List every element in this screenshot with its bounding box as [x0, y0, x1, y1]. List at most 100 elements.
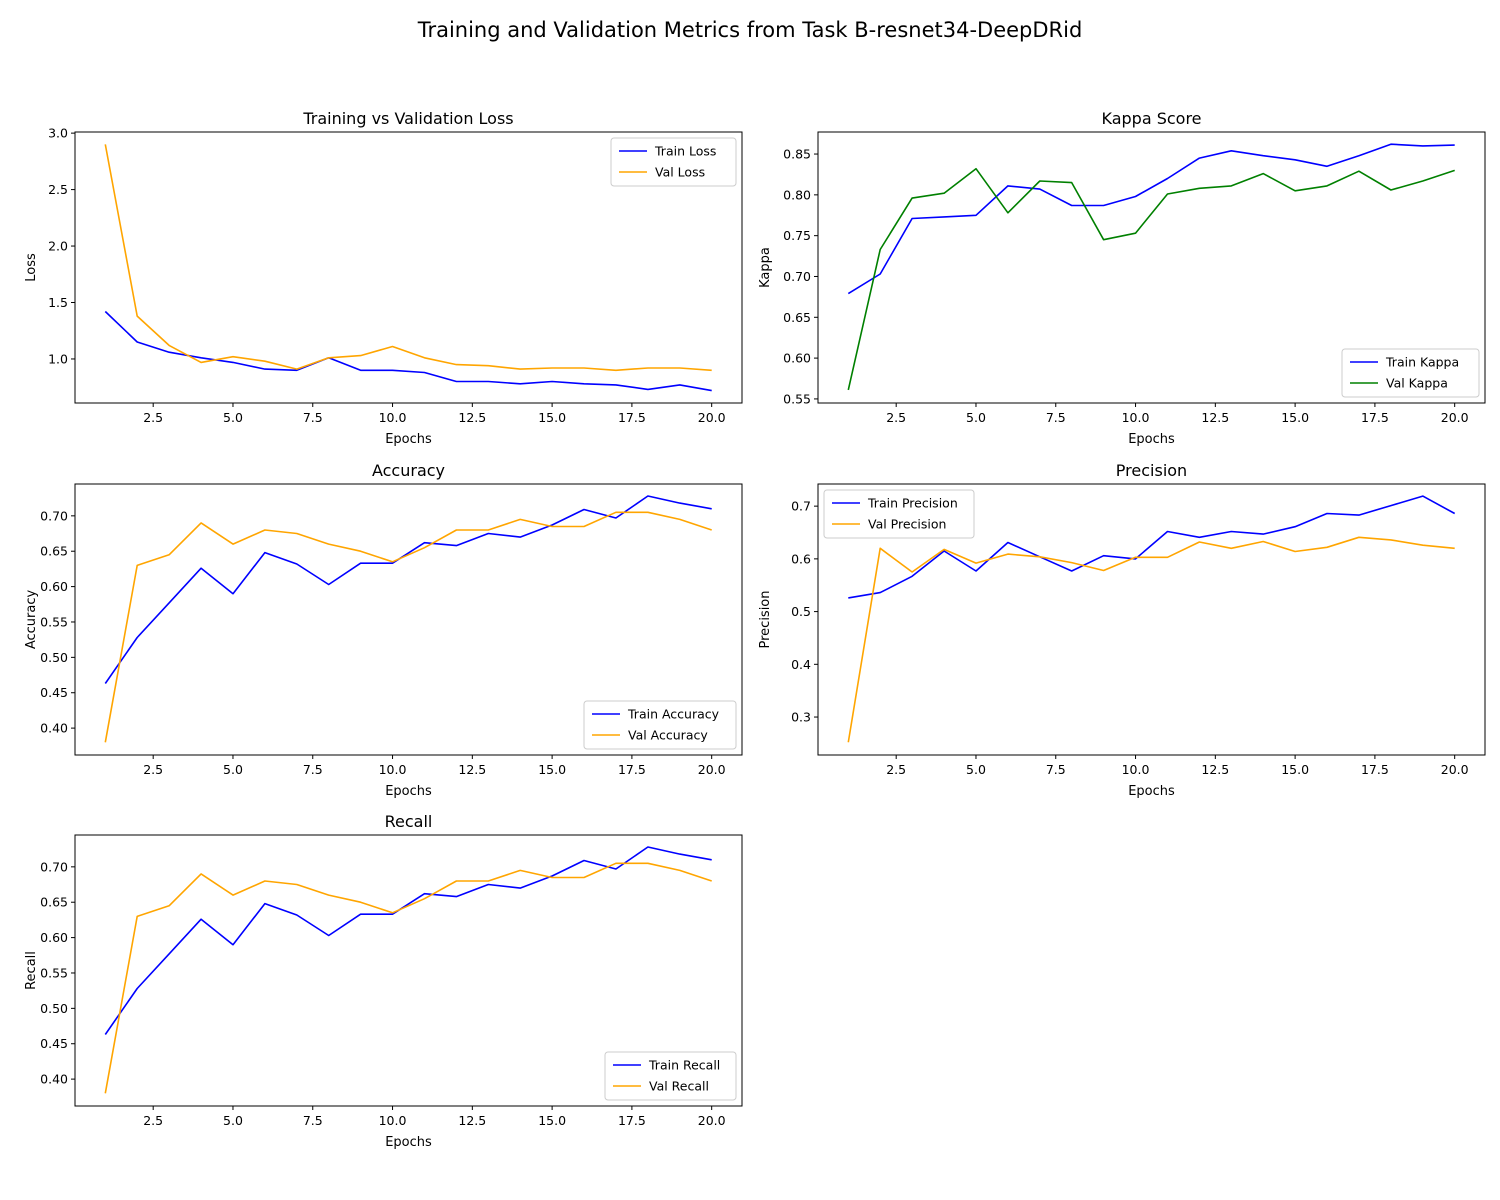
y-axis-label: Loss — [24, 253, 39, 282]
x-axis-label: Epochs — [1128, 784, 1175, 799]
subplot-2: Kappa Score 2.5 5.0 7.5 10.0 12.5 15.0 17.5 20.0… — [758, 109, 1486, 447]
plot-frame — [74, 131, 743, 404]
y-tick-label: 0.6 — [791, 551, 811, 566]
legend-label: Val Loss — [655, 165, 705, 180]
series-line-val-kappa — [847, 167, 1455, 391]
y-tick-label: 0.60 — [783, 351, 811, 366]
x-tick-label: 7.5 — [303, 762, 323, 777]
x-tick-label: 5.0 — [223, 762, 243, 777]
legend-label: Train Accuracy — [627, 707, 720, 722]
series-line-val-recall — [104, 862, 712, 1094]
x-tick-label: 12.5 — [458, 410, 486, 425]
y-tick-label: 0.70 — [40, 508, 68, 523]
series-line-val-loss — [104, 144, 712, 372]
x-tick-label: 20.0 — [1441, 410, 1469, 425]
y-tick-label: 0.70 — [783, 269, 811, 284]
x-tick-label: 17.5 — [1361, 762, 1389, 777]
x-axis-label: Epochs — [1128, 432, 1175, 447]
x-tick-label: 17.5 — [618, 762, 646, 777]
x-tick-label: 15.0 — [538, 1113, 566, 1128]
x-tick-label: 15.0 — [1281, 762, 1309, 777]
legend-label: Train Kappa — [1385, 355, 1459, 370]
x-tick-label: 17.5 — [618, 1113, 646, 1128]
y-tick-label: 0.65 — [783, 310, 811, 325]
x-tick-label: 10.0 — [379, 1113, 407, 1128]
subplot-title: Accuracy — [372, 461, 445, 480]
subplot-title: Recall — [385, 812, 433, 831]
figure-title: Training and Validation Metrics from Tas… — [417, 18, 1083, 42]
x-axis-label: Epochs — [385, 1135, 432, 1150]
subplot-title: Training vs Validation Loss — [302, 109, 513, 128]
plot-frame — [74, 834, 743, 1107]
x-axis-label: Epochs — [385, 432, 432, 447]
y-tick-label: 2.5 — [48, 182, 68, 197]
y-tick-label: 3.0 — [48, 126, 68, 141]
x-tick-label: 17.5 — [618, 410, 646, 425]
x-tick-label: 15.0 — [538, 762, 566, 777]
legend-box — [1341, 348, 1480, 398]
x-tick-label: 5.0 — [223, 410, 243, 425]
x-tick-label: 7.5 — [303, 410, 323, 425]
y-tick-label: 0.5 — [791, 604, 811, 619]
x-tick-label: 2.5 — [143, 762, 163, 777]
y-tick-label: 0.65 — [40, 895, 68, 910]
y-tick-label: 0.50 — [40, 650, 68, 665]
subplot-title: Precision — [1116, 461, 1187, 480]
x-tick-label: 12.5 — [458, 1113, 486, 1128]
x-tick-label: 2.5 — [143, 1113, 163, 1128]
legend-box — [583, 700, 737, 750]
y-tick-label: 2.0 — [48, 239, 68, 254]
x-tick-label: 12.5 — [1201, 762, 1229, 777]
series-line-train-recall — [104, 846, 712, 1035]
y-axis-label: Precision — [758, 590, 773, 648]
x-tick-label: 7.5 — [1046, 410, 1066, 425]
x-tick-label: 10.0 — [1122, 410, 1150, 425]
subplot-4: Precision 2.5 5.0 7.5 10.0 12.5 15.0 17.5 20.0 0.… — [758, 461, 1486, 799]
y-tick-label: 0.40 — [40, 721, 68, 736]
y-tick-label: 0.55 — [40, 614, 68, 629]
legend-label: Train Loss — [654, 144, 716, 159]
x-tick-label: 12.5 — [1201, 410, 1229, 425]
series-line-val-precision — [847, 536, 1455, 743]
plot-frame — [817, 131, 1486, 404]
subplot-3: Accuracy 2.5 5.0 7.5 10.0 12.5 15.0 17.5 20.0 0.4… — [24, 461, 743, 799]
y-tick-label: 1.0 — [48, 351, 68, 366]
y-tick-label: 0.7 — [791, 499, 811, 514]
x-tick-label: 5.0 — [223, 1113, 243, 1128]
legend-box — [610, 137, 737, 187]
legend: Train Precision Val Precision — [823, 489, 975, 539]
x-tick-label: 10.0 — [379, 762, 407, 777]
x-tick-label: 20.0 — [698, 410, 726, 425]
y-tick-label: 0.4 — [791, 657, 811, 672]
subplot-title: Kappa Score — [1101, 109, 1201, 128]
legend-box — [823, 489, 975, 539]
y-axis-label: Kappa — [758, 247, 773, 288]
y-tick-label: 0.70 — [40, 859, 68, 874]
y-tick-label: 0.55 — [40, 965, 68, 980]
y-tick-label: 0.60 — [40, 579, 68, 594]
legend-label: Val Recall — [649, 1079, 709, 1094]
x-tick-label: 5.0 — [966, 762, 986, 777]
legend-box — [604, 1051, 737, 1101]
legend: Train Accuracy Val Accuracy — [583, 700, 737, 750]
y-axis-label: Recall — [24, 951, 39, 990]
y-tick-label: 0.60 — [40, 930, 68, 945]
series-line-train-kappa — [847, 143, 1455, 295]
x-tick-label: 20.0 — [1441, 762, 1469, 777]
x-tick-label: 10.0 — [379, 410, 407, 425]
y-tick-label: 0.85 — [783, 147, 811, 162]
y-tick-label: 0.45 — [40, 1036, 68, 1051]
subplot-1: Training vs Validation Loss 2.5 5.0 7.5 10.0… — [24, 109, 743, 447]
legend-label: Val Kappa — [1386, 376, 1448, 391]
x-tick-label: 5.0 — [966, 410, 986, 425]
x-tick-label: 7.5 — [1046, 762, 1066, 777]
legend-label: Val Precision — [868, 517, 946, 532]
subplot-5: Recall 2.5 5.0 7.5 10.0 12.5 15.0 17.5 20.0 0.40 0… — [24, 812, 743, 1150]
y-tick-label: 0.65 — [40, 544, 68, 559]
x-tick-label: 7.5 — [303, 1113, 323, 1128]
legend: Train Recall Val Recall — [604, 1051, 737, 1101]
x-tick-label: 2.5 — [886, 762, 906, 777]
x-tick-label: 20.0 — [698, 1113, 726, 1128]
series-line-train-loss — [104, 310, 712, 392]
series-line-val-accuracy — [104, 511, 712, 743]
